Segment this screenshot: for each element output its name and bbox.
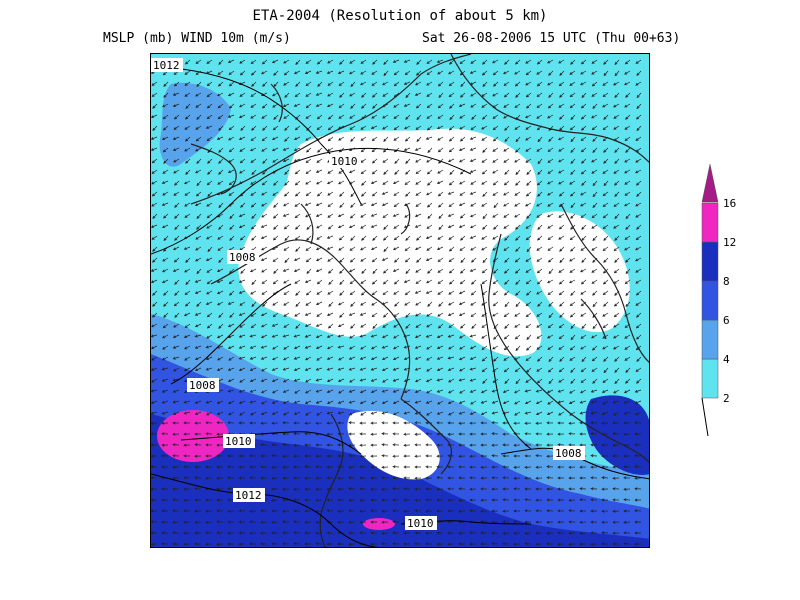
wind-map: 1012 1010 1008 1008 1010 1012 1008 1010 bbox=[150, 53, 650, 548]
legend-box-12-16 bbox=[701, 202, 719, 243]
field-description: MSLP (mb) WIND 10m (m/s) bbox=[103, 31, 291, 46]
wind-patch-12-16-west bbox=[157, 410, 229, 462]
wind-patch-12-16-south bbox=[363, 518, 395, 530]
isobar-label-1008-east: 1008 bbox=[555, 447, 582, 460]
legend-label-12: 12 bbox=[723, 236, 736, 249]
wind-vectors bbox=[151, 59, 642, 546]
legend-label-16: 16 bbox=[723, 197, 736, 210]
isobar-label-1010-south: 1010 bbox=[407, 517, 434, 530]
isobar-label-1008-southwest: 1008 bbox=[189, 379, 216, 392]
legend-label-8: 8 bbox=[723, 275, 730, 288]
wind-band-4-6-north bbox=[159, 82, 231, 167]
calm-area-central bbox=[238, 128, 542, 357]
isobar-labels: 1012 1010 1008 1008 1010 1012 1008 1010 bbox=[151, 58, 585, 530]
map-title: ETA-2004 (Resolution of about 5 km) bbox=[252, 8, 548, 24]
legend-box-8-12 bbox=[701, 241, 719, 282]
wind-band-8-12 bbox=[151, 414, 649, 547]
legend-box-2-4 bbox=[701, 358, 719, 399]
isobar-label-1008-west: 1008 bbox=[229, 251, 256, 264]
legend-label-2: 2 bbox=[723, 392, 730, 405]
wind-map-canvas: 1012 1010 1008 1008 1010 1012 1008 1010 bbox=[151, 54, 649, 547]
legend-label-6: 6 bbox=[723, 314, 730, 327]
coastlines bbox=[190, 54, 649, 547]
legend-box-6-8 bbox=[701, 280, 719, 321]
legend-tail bbox=[701, 397, 709, 437]
isobar-label-1010-southwest: 1010 bbox=[225, 435, 252, 448]
legend-box-4-6 bbox=[701, 319, 719, 360]
isobar-label-1012-north: 1012 bbox=[153, 59, 180, 72]
legend-label-4: 4 bbox=[723, 353, 730, 366]
isobar-lines bbox=[151, 65, 649, 547]
calm-area-east bbox=[529, 211, 630, 333]
legend-arrow-top bbox=[701, 163, 719, 203]
isobar-label-1012-south: 1012 bbox=[235, 489, 262, 502]
isobar-label-1010-north: 1010 bbox=[331, 155, 358, 168]
wind-band-8-12-east bbox=[585, 395, 649, 475]
forecast-time: Sat 26-08-2006 15 UTC (Thu 00+63) bbox=[422, 31, 681, 46]
